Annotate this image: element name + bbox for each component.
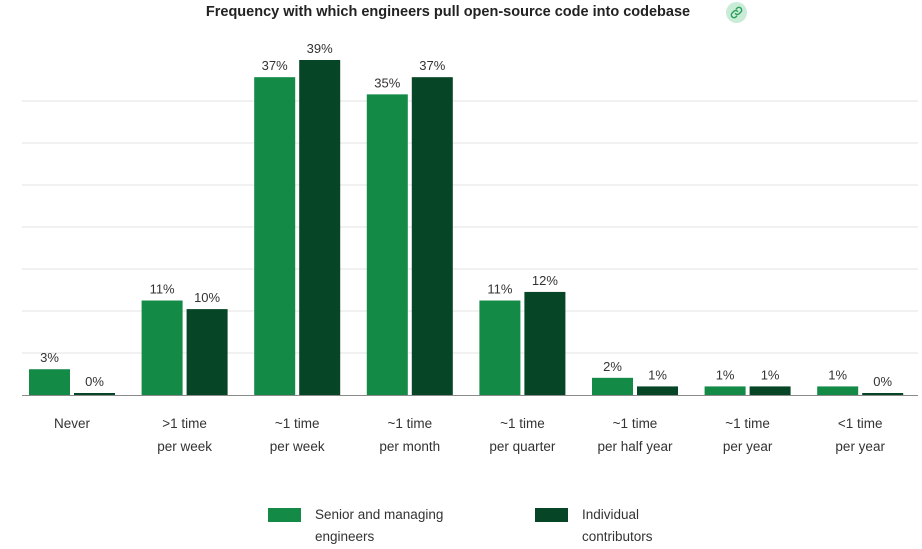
bar-senior [817,386,859,395]
data-label: 11% [150,282,175,297]
x-tick-label: per month [379,439,440,454]
x-tick-label: per year [723,439,773,454]
x-tick-label: per year [835,439,885,454]
bar-senior [704,386,746,395]
legend-swatch-senior [268,508,301,522]
legend-label-ic: Individual contributors [582,504,653,548]
legend-item-senior: Senior and managing engineers [268,507,443,548]
data-label: 12% [532,273,558,288]
data-label: 1% [716,367,735,382]
legend-item-ic: Individual contributors [535,507,653,548]
data-label: 1% [828,367,847,382]
data-label: 1% [761,367,780,382]
x-tick-label: per week [157,439,212,454]
bar-ic [74,393,115,395]
x-tick-label: per week [270,439,325,454]
x-tick-label: Never [54,416,91,431]
data-label: 1% [648,367,667,382]
data-label: 10% [194,290,220,305]
bar-senior [29,369,70,395]
data-label: 2% [603,359,622,374]
bar-senior [479,300,521,395]
data-label: 39% [307,41,333,56]
data-label: 37% [262,58,288,73]
bar-ic [186,309,228,395]
data-label: 3% [40,350,59,365]
x-tick-label: ~1 time [275,416,320,431]
data-label: 37% [419,58,445,73]
bar-senior [254,77,296,395]
x-tick-label: ~1 time [613,416,658,431]
legend-label-senior-line-1: Senior and managing [315,507,444,522]
bar-chart: 3% 11% 37% 35% 11% 2% 1% 1% 0% 10% 39% 37% 12% 1% 1% 0%… [22,41,918,454]
x-tick-label: per quarter [489,439,556,454]
x-tick-label: ~1 time [500,416,545,431]
x-tick-label: >1 time [162,416,207,431]
bar-ic [749,386,791,395]
legend-label-senior: Senior and managing engineers [315,504,443,548]
x-tick-label: ~1 time [725,416,770,431]
x-tick-label: <1 time [838,416,883,431]
legend-label-senior-line-2: engineers [315,529,375,544]
bar-ic [524,291,566,395]
data-label: 0% [873,374,892,389]
x-tick-label: per half year [597,439,673,454]
data-label: 35% [374,75,400,90]
bar-senior [141,300,183,395]
bar-ic [299,60,341,395]
link-icon [730,6,743,19]
chart-title: Frequency with which engineers pull open… [205,4,691,20]
bar-ic [411,77,453,395]
data-label: 0% [85,374,104,389]
bar-ic [862,393,904,395]
legend-label-ic-line-1: Individual [582,507,640,522]
bar-senior [366,94,408,395]
bar-ic [637,386,678,395]
legend-swatch-ic [535,508,568,522]
x-tick-label: ~1 time [387,416,432,431]
bar-senior [592,377,633,395]
data-label: 11% [487,282,512,297]
legend-label-ic-line-2: contributors [582,529,653,544]
copy-link-button[interactable] [726,2,747,23]
